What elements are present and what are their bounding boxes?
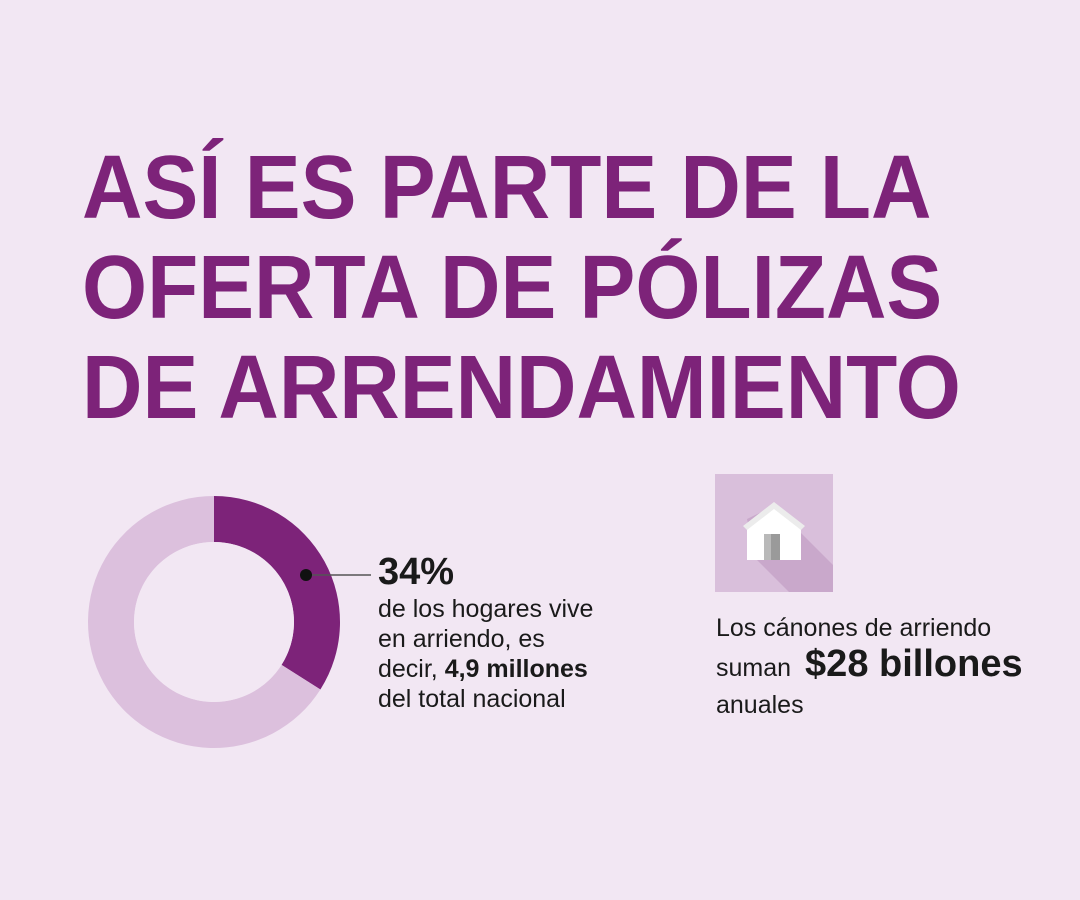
stat-millions: 4,9 millones [444, 655, 588, 683]
stat-desc-line-1: de los hogares vive [378, 595, 594, 623]
title-line-1: ASÍ ES PARTE DE LA [82, 138, 932, 238]
rent-amount: $28 billones [805, 643, 1023, 685]
stat-desc-line-2: en arriendo, es [378, 625, 545, 653]
house-tile [715, 474, 833, 592]
rent-line-3: anuales [716, 691, 804, 719]
household-stat: 34% de los hogares vive en arriendo, es … [378, 550, 678, 714]
rent-stat: Los cánones de arriendo suman $28 billone… [716, 612, 1066, 718]
stat-percent: 34% [378, 551, 455, 593]
page-title: ASÍ ES PARTE DE LA OFERTA DE PÓLIZAS DE … [82, 138, 993, 438]
donut-chart [88, 496, 371, 748]
title-line-2: OFERTA DE PÓLIZAS [82, 238, 943, 338]
rent-suman: suman [716, 654, 792, 682]
rent-line-1: Los cánones de arriendo [716, 614, 992, 642]
house-icon [743, 502, 833, 592]
stat-desc-line-3: decir, 4,9 millones [378, 654, 678, 684]
stat-desc-prefix: decir, [378, 655, 445, 683]
title-line-3: DE ARRENDAMIENTO [82, 338, 961, 438]
donut-hole [134, 542, 294, 702]
rent-line-2: suman $28 billones [716, 644, 1066, 692]
donut-slice-rent [214, 496, 341, 690]
callout-dot [300, 569, 312, 581]
donut-slice-other [88, 496, 321, 748]
stat-desc-line-4: del total nacional [378, 685, 566, 713]
